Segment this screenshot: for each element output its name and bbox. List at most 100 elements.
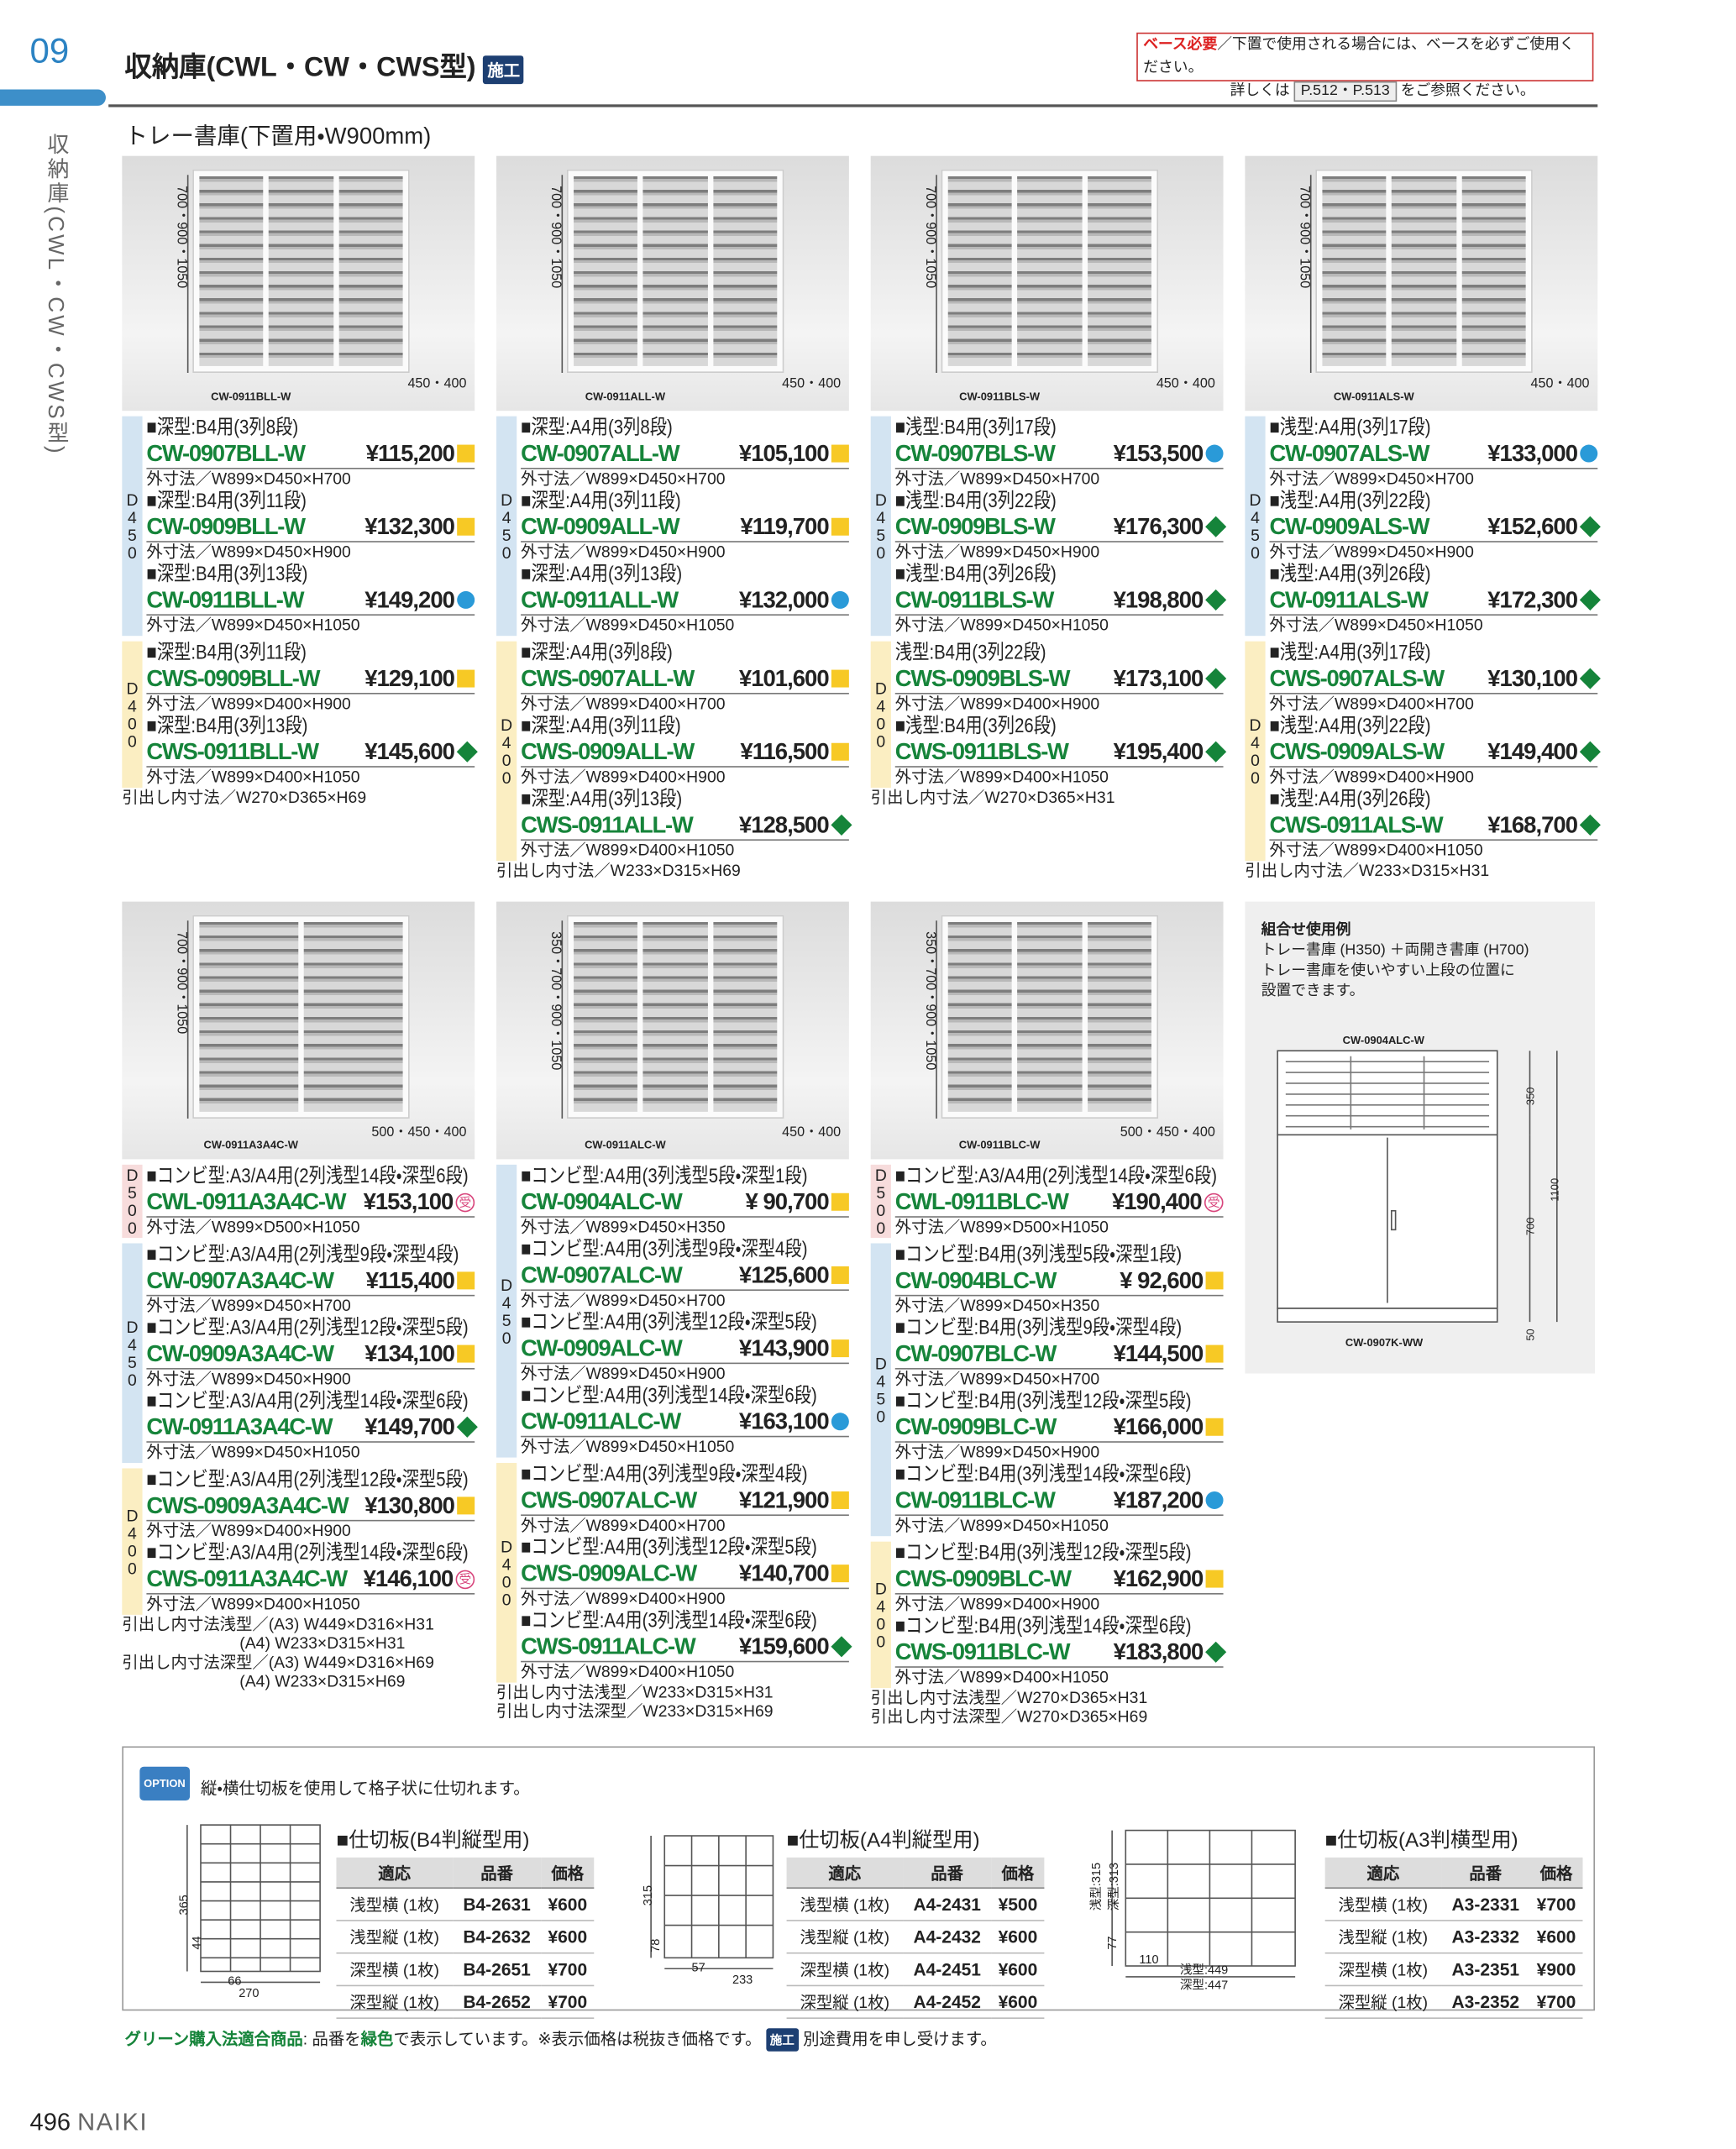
spec: ■深型:A4用(3列13段) [521,563,683,586]
height-dim: 700・900・1050 [1296,186,1312,289]
depth-group: D450 ■コンビ型:A3/A4用(2列浅型9段・深型4段) CW-0907A3A4… [122,1243,478,1464]
price: ¥143,900 [738,1334,830,1361]
dimensions: 外寸法／W899×D400×H900 [1269,767,1474,787]
dimensions: 外寸法／W899×D450×H350 [521,1217,726,1237]
mark-diamond [456,1416,478,1438]
price: ¥195,400 [1113,738,1204,764]
rule [108,104,1598,107]
product-code: CW-0904ALC-W [521,1188,683,1214]
product-code: CWS-0909ALL-W [521,738,695,764]
mark-square [457,1271,475,1290]
code-row: CWS-0909BLL-W ¥129,100 [146,664,475,694]
title-text: 収納庫(CWL・CW・CWS型) [124,52,476,83]
notice-text: 詳しくは [1230,82,1290,99]
mark-circle [831,1413,849,1431]
depth-strip: D450 [496,416,517,637]
image-caption: CW-0911BLS-W [959,390,1041,403]
product-code: CW-0907A3A4C-W [146,1266,334,1293]
depth-group: D400 浅型:B4用(3列22段) CWS-0909BLS-W ¥173,100 外寸… [870,641,1227,789]
depth-group: D400 ■コンビ型:A4用(3列浅型9段・深型4段) CWS-0907ALC-W ¥… [496,1463,852,1683]
product-column: 700・900・1050 CW-0911A3A4C-W 500・450・400 D50… [122,901,478,1690]
badge: 施工 [765,2028,799,2052]
mark-square [831,1565,849,1583]
dim-label: 77 [1105,1936,1120,1950]
spec: ■浅型:B4用(3列26段) [894,563,1057,586]
price: ¥187,200 [1113,1486,1204,1512]
price: ¥134,100 [365,1339,455,1366]
product-code: CW-0907BLL-W [146,439,306,466]
combo-title: 組合せ使用例 [1261,921,1351,939]
cell: ¥600 [991,1985,1045,2019]
header-cell: 価格 [541,1857,595,1889]
row: 深型縦 (1枚) A4-2452 ¥600 [786,1985,1045,2019]
dim-line [936,175,937,373]
drawer-column [303,921,403,1112]
cell: ¥700 [541,1985,595,2019]
dim-label: 57 [691,1960,705,1974]
dimensions: 外寸法／W899×D400×H900 [521,767,726,787]
height-dim: 350・700・900・1050 [922,931,937,1071]
dimensions: 外寸法／W899×D400×H1050 [521,1662,735,1681]
mark-diamond [1579,741,1601,763]
product-code: CW-0911ALC-W [521,1407,681,1434]
depth-dim: 450・400 [782,1125,842,1140]
code-row: CW-0907ALC-W ¥125,600 [521,1261,849,1292]
product-code: CWS-0909A3A4C-W [146,1491,349,1518]
depth-label: D450 [123,1318,142,1389]
price: ¥166,000 [1113,1413,1204,1439]
spec: ■コンビ型:B4用(3列浅型14段・深型6段) [894,1463,1192,1486]
depth-group: D450 ■浅型:A4用(3列17段) CW-0907ALS-W ¥133,000 外寸… [1245,416,1601,637]
depth-strip: D400 [870,641,891,789]
cell: 深型横 (1枚) [336,1952,453,1987]
price: ¥101,600 [738,664,830,691]
price: ¥ 90,700 [745,1188,830,1214]
row: 深型横 (1枚) A3-2351 ¥900 [1324,1952,1583,1987]
dimensions: 外寸法／W899×D450×H1050 [521,1437,735,1456]
code-row: CW-0911ALL-W ¥132,000 [521,585,849,616]
price: ¥163,100 [738,1407,830,1434]
drawer-column [199,176,264,366]
code-row: CW-0907BLS-W ¥153,500 [894,439,1224,469]
dimensions: 外寸法／W899×D400×H1050 [521,840,735,860]
dimensions: 外寸法／W899×D400×H700 [521,694,726,714]
price: ¥152,600 [1487,513,1578,539]
depth-label: D450 [496,490,517,562]
cell: B4-2631 [452,1888,542,1921]
dimensions: 外寸法／W899×D450×H700 [146,1296,351,1316]
depth-label: D500 [871,1166,891,1237]
code-row: CWS-0911ALC-W ¥159,600 [521,1633,852,1663]
header-cell: 適応 [786,1857,903,1889]
header-cell: 適応 [336,1857,453,1889]
cell: ¥600 [991,1920,1045,1954]
depth-strip: D400 [122,641,143,789]
dimensions: 外寸法／W899×D450×H700 [894,469,1100,489]
footer-text: で表示しています。※表示価格は税抜き価格です。 [393,2029,762,2049]
mark-square [831,444,849,463]
product-code: CW-0907BLS-W [894,439,1056,466]
code-row: CW-0911BLL-W ¥149,200 [146,585,475,616]
product-column: 350・700・900・1050 CW-0911ALC-W 450・400 D450 ■… [496,901,852,1721]
price: ¥133,000 [1487,439,1578,466]
cell: B4-2632 [452,1920,542,1954]
dimensions: 外寸法／W899×D450×H900 [146,1369,351,1389]
spec: ■コンビ型:A3/A4用(2列浅型14段・深型6段) [146,1164,469,1188]
code-row: CW-0904ALC-W ¥ 90,700 [521,1187,849,1218]
spec: ■コンビ型:B4用(3列浅型14段・深型6段) [894,1614,1192,1638]
code-row: CW-0911ALC-W ¥163,100 [521,1407,849,1438]
product-code: CW-0909ALS-W [1269,513,1429,539]
spec: ■コンビ型:A4用(3列浅型14段・深型6段) [521,1609,817,1633]
spec: ■浅型:B4用(3列17段) [894,416,1057,440]
spec: ■コンビ型:A3/A4用(2列浅型12段・深型5段) [146,1316,469,1340]
depth-group: D450 ■深型:A4用(3列8段) CW-0907ALL-W ¥105,100 外寸法… [496,416,849,637]
depth-label: D450 [1246,490,1265,562]
cabinet [941,169,1159,373]
price: ¥140,700 [738,1559,830,1586]
dimensions: 外寸法／W899×D450×H900 [894,1442,1100,1462]
price: ¥132,000 [738,586,830,612]
header-cell: 価格 [1529,1857,1583,1889]
cell: ¥600 [1529,1920,1583,1954]
dim-label: 700 [1524,1217,1537,1236]
product-code: CW-0911BLC-W [894,1486,1056,1512]
depth-dim: 450・400 [782,376,842,392]
product-column: 700・900・1050 CW-0911ALL-W 450・400 D450 ■深型:A… [496,155,852,880]
